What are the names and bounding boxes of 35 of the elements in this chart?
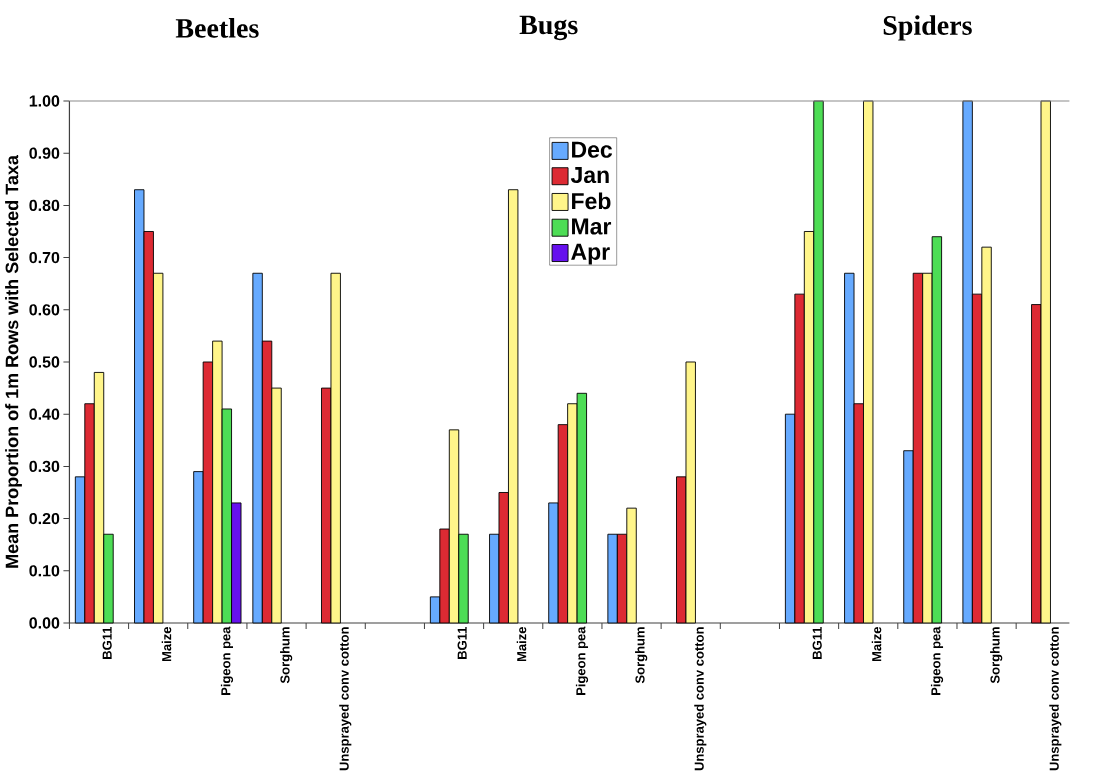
x-tick-label: BG11: [102, 626, 112, 659]
legend-label: Jan: [570, 167, 609, 184]
legend-label: Apr: [571, 243, 610, 265]
y-tick-label: 0.40: [29, 408, 60, 420]
legend-label: Dec: [572, 141, 613, 158]
x-tick-label: BG11: [812, 626, 822, 659]
x-tick-label: Maize: [516, 626, 527, 662]
legend-label: Mar: [572, 218, 612, 235]
y-tick-label: 0.80: [29, 199, 60, 212]
x-tick-label: Sorghum: [280, 627, 293, 684]
x-tick-label: Unsprayed conv cotton: [339, 627, 352, 771]
y-axis-title: Mean Proportion of 1m Rows with Selected Taxa: [5, 154, 22, 568]
text: Bugs: [519, 15, 578, 41]
y-tick-label: 0.70: [29, 251, 60, 264]
x-tick-label: Sorghum: [635, 627, 648, 684]
y-tick-label: 0.30: [29, 460, 60, 473]
y-tick-label: 0.60: [29, 304, 60, 316]
x-tick-label: Sorghum: [990, 627, 1003, 684]
x-tick-label: Maize: [161, 626, 172, 662]
legend-label: Feb: [572, 192, 611, 210]
y-tick-label: 0.50: [29, 356, 60, 368]
y-tick-label: 0.10: [29, 565, 60, 577]
x-tick-label: BG11: [457, 626, 467, 659]
y-tick-label: 0.00: [29, 617, 60, 629]
y-tick-label: 1.00: [29, 95, 60, 107]
x-tick-label: Pigeon pea: [930, 626, 944, 696]
x-tick-label: Unsprayed conv cotton: [694, 627, 707, 771]
text: Beetles: [175, 18, 259, 38]
x-tick-label: Pigeon pea: [220, 626, 234, 696]
x-tick-label: Pigeon pea: [575, 626, 589, 696]
x-tick-label: Unsprayed conv cotton: [1049, 627, 1062, 771]
y-tick-label: 0.90: [29, 147, 60, 159]
x-tick-label: Maize: [871, 626, 882, 662]
y-tick-label: 0.20: [29, 512, 60, 525]
text: Spiders: [883, 15, 972, 41]
